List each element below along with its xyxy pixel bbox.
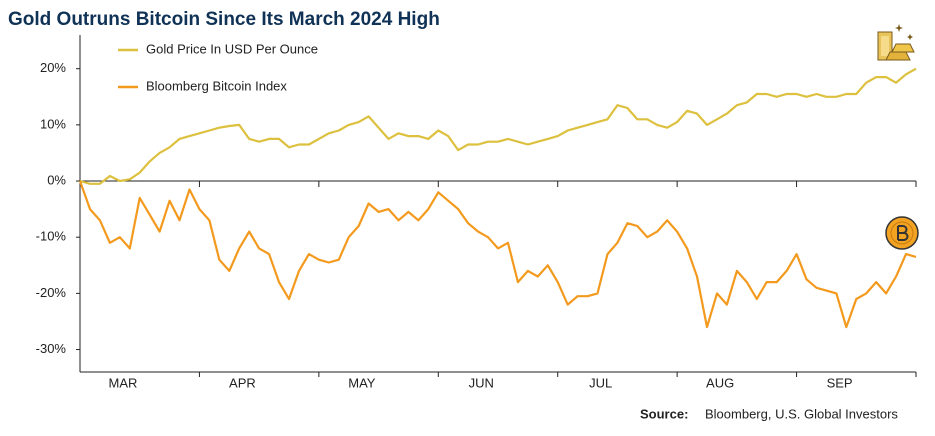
legend-label: Gold Price In USD Per Ounce	[146, 41, 318, 56]
x-tick-label: AUG	[706, 375, 734, 390]
source: Bloomberg, U.S. Global Investors	[705, 406, 898, 421]
source-label: Source:	[640, 406, 688, 421]
x-tick-label: SEP	[827, 375, 853, 390]
y-tick-label: -30%	[36, 341, 67, 356]
legend-label: Bloomberg Bitcoin Index	[146, 78, 287, 93]
chart-title: Gold Outruns Bitcoin Since Its March 202…	[8, 9, 440, 30]
y-tick-label: 0%	[47, 172, 66, 187]
series-line	[79, 67, 917, 185]
y-tick-label: 10%	[40, 116, 66, 131]
x-tick-label: JUN	[469, 375, 494, 390]
gold-icon	[877, 24, 915, 61]
x-tick-label: APR	[229, 375, 256, 390]
x-tick-label: JUL	[589, 375, 612, 390]
y-tick-label: -20%	[36, 285, 67, 300]
series-line	[78, 180, 917, 329]
y-tick-label: -10%	[36, 229, 67, 244]
x-tick-label: MAR	[109, 375, 138, 390]
x-tick-label: MAY	[348, 375, 376, 390]
bitcoin-icon	[885, 216, 919, 250]
y-tick-label: 20%	[40, 60, 66, 75]
